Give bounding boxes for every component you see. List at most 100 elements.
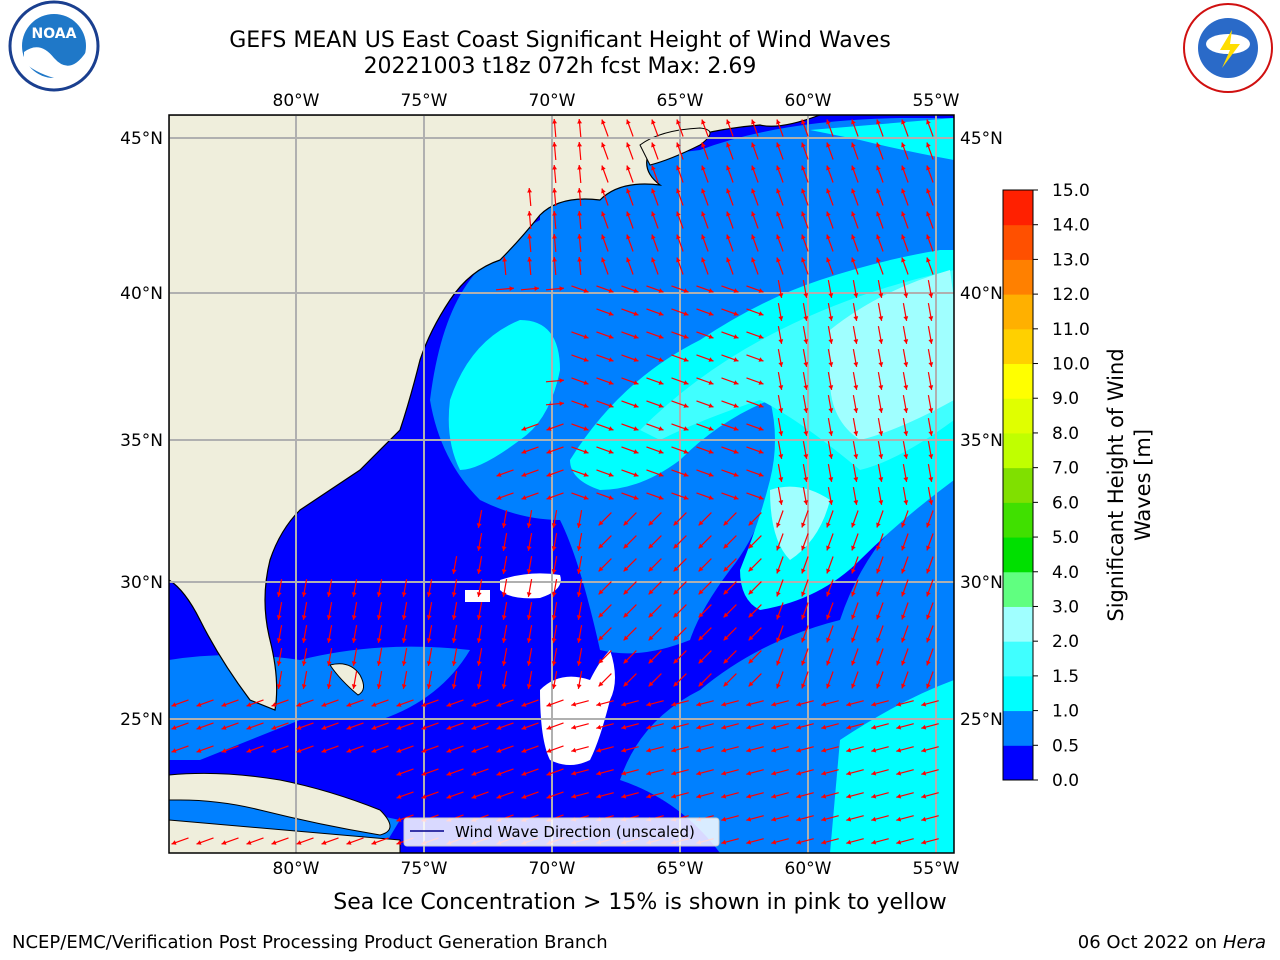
- wave-direction-arrowhead: [826, 637, 831, 643]
- colorbar-segment: [1003, 224, 1033, 260]
- wave-direction-arrowhead: [748, 612, 754, 618]
- wave-direction-arrowhead: [521, 449, 527, 454]
- wave-direction-arrowhead: [476, 661, 482, 666]
- wave-direction-arrowhead: [778, 477, 784, 482]
- wave-direction-arrowhead: [601, 188, 606, 194]
- colorbar-segment: [1003, 467, 1033, 503]
- wave-direction-arrowhead: [527, 234, 532, 239]
- wave-direction-arrowhead: [526, 569, 532, 574]
- wave-direction-arrowhead: [321, 702, 327, 707]
- wave-direction-arrowhead: [608, 288, 614, 293]
- map-frame: [168, 114, 955, 854]
- lat-tick-label: 25°N: [960, 710, 1003, 730]
- wave-direction-arrowhead: [796, 793, 802, 799]
- wave-direction-arrowhead: [733, 449, 739, 454]
- wave-direction-arrowhead: [583, 288, 589, 293]
- wave-direction-arrowhead: [801, 142, 806, 148]
- wave-direction-arrowhead: [921, 747, 927, 753]
- wave-direction-arrowhead: [351, 684, 357, 689]
- wave-direction-arrowhead: [633, 334, 639, 339]
- wave-direction-arrowhead: [521, 495, 527, 500]
- wave-direction-arrowhead: [296, 748, 302, 753]
- wave-direction-arrowhead: [926, 568, 931, 574]
- wave-direction-arrowhead: [683, 472, 689, 477]
- wave-direction-arrowhead: [476, 546, 482, 551]
- wave-direction-arrowhead: [903, 293, 909, 298]
- wave-direction-arrowhead: [876, 637, 881, 643]
- wave-direction-arrowhead: [801, 522, 806, 528]
- wave-direction-arrowhead: [546, 702, 552, 707]
- colorbar-segment: [1003, 502, 1033, 538]
- wave-direction-arrowhead: [921, 770, 927, 776]
- wave-direction-arrowhead: [577, 188, 582, 193]
- wave-direction-arrowhead: [696, 701, 702, 707]
- wave-direction-arrowhead: [751, 257, 756, 263]
- wave-direction-arrowhead: [633, 357, 639, 362]
- lat-labels-left: 45°N 40°N 35°N 30°N 25°N: [120, 129, 163, 730]
- wave-direction-arrowhead: [608, 426, 614, 431]
- wave-direction-arrowhead: [648, 543, 654, 549]
- wave-direction-arrowhead: [746, 793, 752, 799]
- wave-direction-arrowhead: [903, 339, 909, 344]
- wave-direction-arrowhead: [733, 380, 739, 385]
- wave-direction-arrowhead: [723, 658, 729, 664]
- wave-direction-arrowhead: [521, 472, 527, 477]
- wave-direction-arrowhead: [828, 385, 834, 390]
- colorbar-segment: [1003, 675, 1033, 712]
- colorbar-segment: [1003, 294, 1033, 330]
- wave-direction-arrowhead: [803, 408, 809, 413]
- wave-direction-arrowhead: [701, 211, 706, 217]
- lat-labels-right: 45°N 40°N 35°N 30°N 25°N: [960, 129, 1003, 730]
- wave-direction-arrowhead: [846, 816, 852, 822]
- wave-direction-arrowhead: [828, 431, 834, 436]
- wave-direction-arrowhead: [901, 165, 906, 171]
- wave-direction-arrowhead: [559, 378, 564, 383]
- wave-direction-arrowhead: [221, 748, 227, 753]
- wave-direction-arrowhead: [577, 257, 582, 262]
- wave-direction-arrowhead: [608, 449, 614, 454]
- wave-direction-arrowhead: [926, 591, 931, 597]
- wave-direction-arrowhead: [621, 770, 627, 776]
- wave-direction-arrowhead: [896, 770, 902, 776]
- wave-direction-arrowhead: [583, 357, 589, 362]
- wave-direction-arrowhead: [527, 211, 532, 216]
- wave-direction-arrowhead: [721, 816, 727, 822]
- wave-direction-arrowhead: [801, 568, 806, 574]
- wave-direction-arrowhead: [451, 592, 457, 597]
- wave-direction-arrowhead: [626, 211, 631, 217]
- wave-direction-arrowhead: [821, 793, 827, 799]
- wave-direction-arrowhead: [601, 119, 606, 125]
- wave-direction-arrowhead: [876, 660, 881, 666]
- wave-direction-arrowhead: [778, 339, 784, 344]
- wave-direction-arrowhead: [708, 426, 714, 431]
- wave-direction-arrowhead: [851, 568, 856, 574]
- wave-direction-arrowhead: [708, 311, 714, 316]
- wave-direction-arrowhead: [526, 592, 532, 597]
- wave-direction-arrowhead: [371, 725, 377, 730]
- wave-direction-arrowhead: [878, 477, 884, 482]
- wave-direction-arrowhead: [801, 234, 806, 240]
- wave-direction-arrowhead: [708, 495, 714, 500]
- wave-direction-arrowhead: [876, 614, 881, 620]
- colorbar-tick-label: 5.0: [1052, 528, 1079, 548]
- wave-direction-arrowhead: [551, 546, 557, 551]
- colorbar-label-line2: Waves [m]: [1131, 429, 1155, 541]
- wave-direction-arrowhead: [646, 701, 652, 707]
- wave-direction-arrowhead: [778, 362, 784, 367]
- wave-direction-arrowhead: [633, 472, 639, 477]
- wave-direction-arrowhead: [658, 334, 664, 339]
- wave-direction-arrowhead: [671, 701, 677, 707]
- masked-area-small: [465, 590, 490, 602]
- colorbar-segment: [1003, 398, 1033, 434]
- wave-direction-arrowhead: [276, 661, 282, 666]
- wave-direction-arrowhead: [496, 748, 502, 753]
- colorbar-tick-label: 6.0: [1052, 493, 1079, 513]
- wave-direction-arrowhead: [396, 771, 402, 776]
- wave-direction-arrowhead: [801, 119, 806, 125]
- wave-direction-arrowhead: [853, 477, 859, 482]
- wave-direction-arrowhead: [771, 701, 777, 707]
- wave-direction-arrowhead: [746, 770, 752, 776]
- wave-direction-arrowhead: [301, 661, 307, 666]
- lon-tick-label: 55°W: [913, 91, 960, 111]
- wave-direction-arrowhead: [271, 725, 277, 730]
